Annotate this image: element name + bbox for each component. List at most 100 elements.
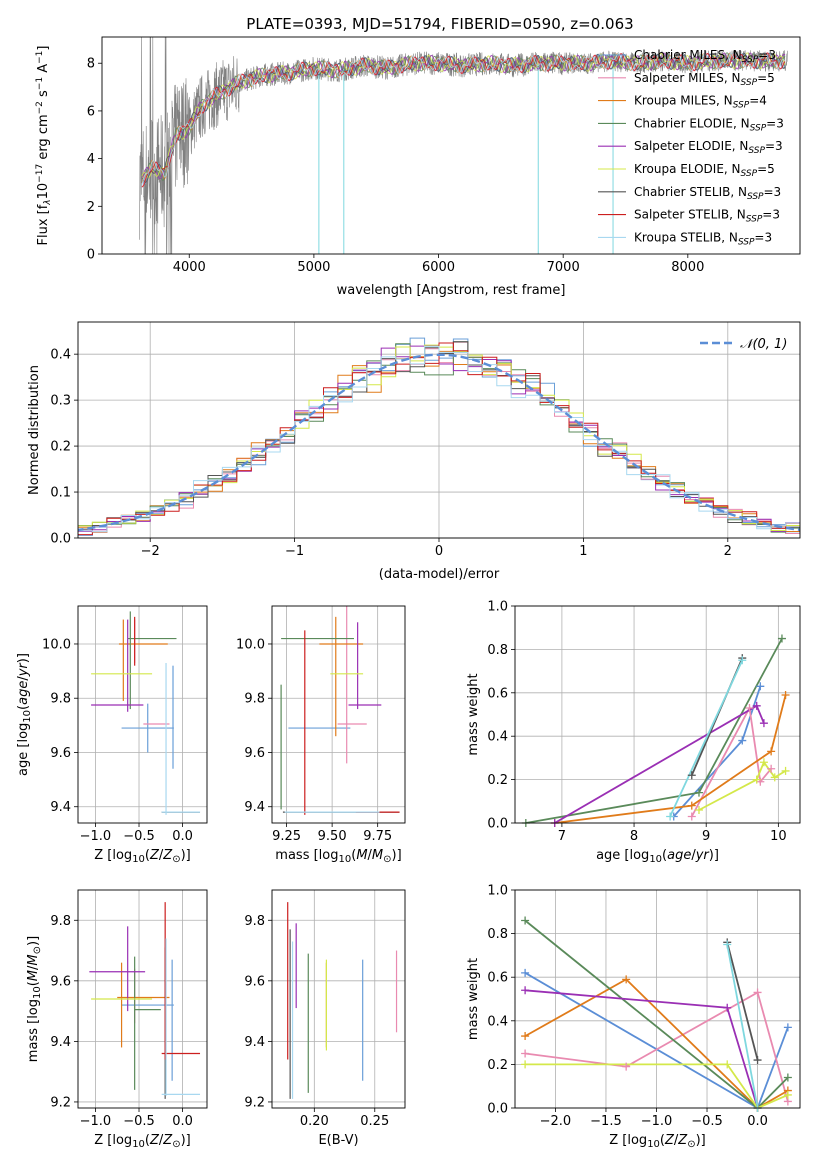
legend-label: Chabrier ELODIE, NSSP=3	[634, 116, 784, 133]
y-axis-label: age [log10(age/yr)]	[16, 653, 33, 776]
y-tick-label: 9.2	[50, 1095, 71, 1110]
weight-marker	[738, 736, 747, 745]
x-tick-label: 9.75	[363, 829, 392, 844]
legend-label: Kroupa MILES, NSSP=4	[634, 94, 767, 111]
x-axis-label: mass [log10(M/M⊙)]	[275, 848, 401, 865]
weight-marker	[521, 1032, 530, 1041]
histogram-plot-area	[78, 337, 800, 536]
model-spectrum-line	[141, 52, 786, 186]
weight-series-line	[554, 694, 787, 823]
y-axis-label: mass weight	[466, 958, 481, 1040]
x-tick-label: 1	[579, 544, 587, 559]
weight-series-line	[524, 972, 789, 1108]
weight-series-line	[524, 978, 789, 1108]
x-tick-label: −1.0	[80, 829, 112, 844]
legend-label: Salpeter MILES, NSSP=5	[634, 71, 775, 88]
weight-marker	[767, 764, 776, 773]
y-tick-label: 9.6	[244, 746, 265, 761]
x-tick-label: 0.0	[747, 1114, 768, 1129]
legend-label: Salpeter STELIB, NSSP=3	[634, 208, 780, 225]
y-tick-label: 0.8	[487, 643, 508, 658]
weight-marker	[622, 1062, 631, 1071]
weight-marker	[759, 719, 768, 728]
x-tick-label: −1.0	[80, 1114, 112, 1129]
x-axis-label: (data-model)/error	[379, 567, 500, 582]
weight-marker	[694, 788, 703, 797]
y-tick-label: 0.6	[487, 686, 508, 701]
y-tick-label: 4	[87, 152, 95, 167]
y-tick-label: 9.6	[50, 974, 71, 989]
x-tick-label: 9.25	[272, 829, 301, 844]
y-tick-label: 9.8	[244, 914, 265, 929]
age-vs-mass-panel: 9.25 9.50 9.75 9.4 9.6 9.8 10.0 mass [log10(M/M…	[236, 605, 406, 865]
y-tick-label: 0.3	[50, 394, 71, 409]
y-axis-label: mass [log10(M/M⊙)]	[26, 936, 43, 1062]
y-axis-label: mass weight	[466, 673, 481, 755]
x-tick-label: −0.5	[123, 1114, 155, 1129]
weight-series-line	[691, 705, 772, 817]
weight-marker	[759, 758, 768, 767]
weight-marker	[752, 775, 761, 784]
y-tick-label: 0.4	[50, 348, 71, 363]
axes-frame	[77, 889, 208, 1109]
weight-vs-age-panel: 7 8 9 10 0.0 0.2 0.4 0.6 0.8 1.0 age [log10(age/yr…	[466, 600, 801, 865]
x-axis-label: Z [log10(Z/Z⊙)]	[609, 1133, 706, 1150]
weight-series-line	[726, 942, 759, 1061]
weight-marker	[521, 1060, 530, 1069]
axes-frame	[77, 321, 801, 539]
x-tick-label: 5000	[297, 260, 330, 275]
weight-series-line	[726, 944, 759, 1108]
y-tick-label: 0.0	[50, 532, 71, 547]
x-tick-label: 9.50	[318, 829, 347, 844]
x-axis-label: age [log10(age/yr)]	[596, 848, 719, 865]
x-tick-label: −0.5	[691, 1114, 723, 1129]
y-tick-label: 0.8	[487, 927, 508, 942]
legend-label: Chabrier MILES, NSSP=3	[634, 48, 776, 65]
weight-marker	[770, 773, 779, 782]
y-tick-label: 9.4	[50, 800, 71, 815]
x-axis-label: Z [log10(Z/Z⊙)]	[94, 848, 191, 865]
y-tick-label: 9.4	[244, 1035, 265, 1050]
y-tick-label: 0.4	[487, 730, 508, 745]
legend-label: 𝒩(0, 1)	[740, 337, 787, 352]
y-tick-label: 8	[87, 57, 95, 72]
weight-marker	[521, 986, 530, 995]
x-tick-label: 7000	[547, 260, 580, 275]
x-tick-label: 10	[770, 829, 787, 844]
weight-marker	[521, 1049, 530, 1058]
y-tick-label: 1.0	[487, 600, 508, 615]
y-tick-label: 10.0	[236, 637, 265, 652]
x-tick-label: 0.20	[300, 1114, 329, 1129]
x-tick-label: 4000	[173, 260, 206, 275]
errorbar-plot-area	[280, 606, 400, 815]
weight-marker	[521, 916, 530, 925]
x-tick-label: −1	[285, 544, 304, 559]
legend-label: Kroupa ELODIE, NSSP=5	[634, 162, 775, 179]
axes-frame	[514, 889, 801, 1109]
weight-series-line	[524, 919, 789, 1108]
x-tick-label: −2.0	[540, 1114, 572, 1129]
mass-vs-ebv-panel: 0.20 0.25 9.2 9.4 9.6 9.8 E(B-V)	[244, 889, 406, 1148]
x-tick-label: 2	[724, 544, 732, 559]
x-tick-label: 0	[435, 544, 443, 559]
y-tick-label: 1.0	[487, 884, 508, 899]
weight-series-line	[525, 989, 759, 1108]
weight-marker	[753, 1056, 762, 1065]
y-tick-label: 0.0	[487, 817, 508, 832]
x-tick-label: 6000	[422, 260, 455, 275]
weight-series-line	[673, 686, 762, 818]
figure-title: PLATE=0393, MJD=51794, FIBERID=0590, z=0…	[246, 15, 633, 33]
x-tick-label: −1.0	[641, 1114, 673, 1129]
y-tick-label: 9.6	[50, 746, 71, 761]
weight-vs-metallicity-panel: −2.0 −1.5 −1.0 −0.5 0.0 0.0 0.2 0.4 0.6 0.8 1.0 Z […	[466, 884, 801, 1150]
y-axis-label: Flux [fλ10−17 erg cm−2 s−1 A−1]	[35, 46, 53, 246]
x-axis-label: E(B-V)	[318, 1133, 358, 1148]
age-vs-metallicity-panel: −1.0 −0.5 0.0 9.4 9.6 9.8 10.0 Z [log10(Z/Z⊙)] a…	[16, 605, 208, 865]
y-tick-label: 9.4	[50, 1035, 71, 1050]
weight-marker	[723, 1060, 732, 1069]
spectrum-panel: 4000 5000 6000 7000 8000 0 2 4 6 8 Chabrier MILES,…	[35, 36, 801, 298]
weight-marker	[694, 805, 703, 814]
x-tick-label: 8000	[671, 260, 704, 275]
axes-frame	[514, 605, 801, 824]
